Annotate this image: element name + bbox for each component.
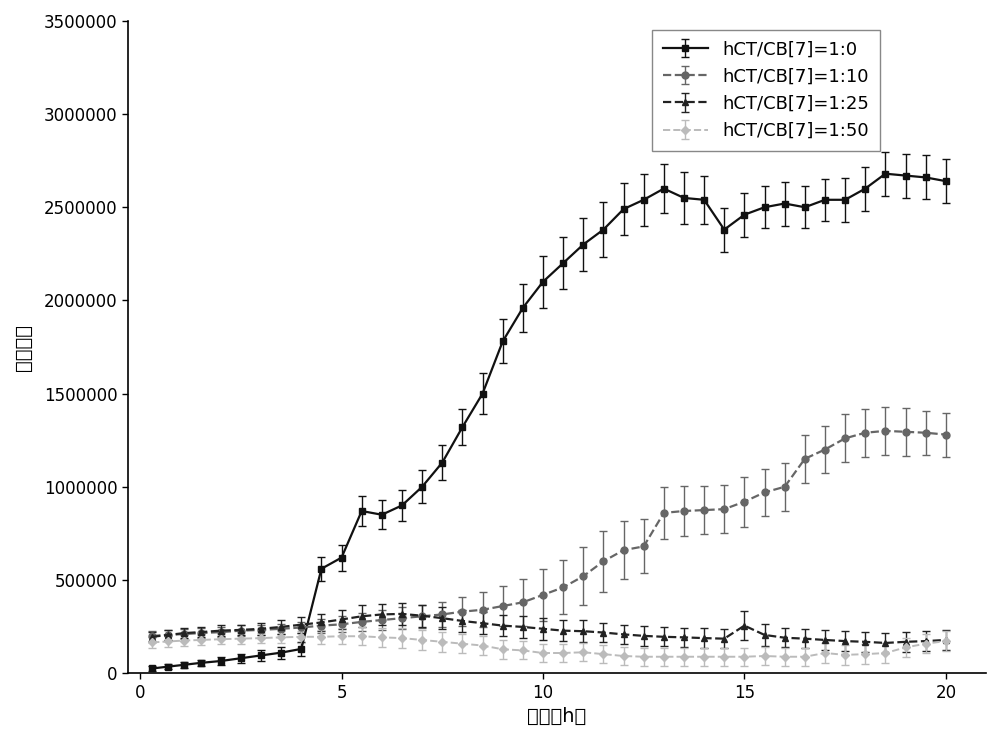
X-axis label: 时间（h）: 时间（h） xyxy=(527,707,587,726)
Legend: hCT/CB[7]=1:0, hCT/CB[7]=1:10, hCT/CB[7]=1:25, hCT/CB[7]=1:50: hCT/CB[7]=1:0, hCT/CB[7]=1:10, hCT/CB[7]… xyxy=(652,30,880,151)
Y-axis label: 荧光强度: 荧光强度 xyxy=(14,323,33,371)
